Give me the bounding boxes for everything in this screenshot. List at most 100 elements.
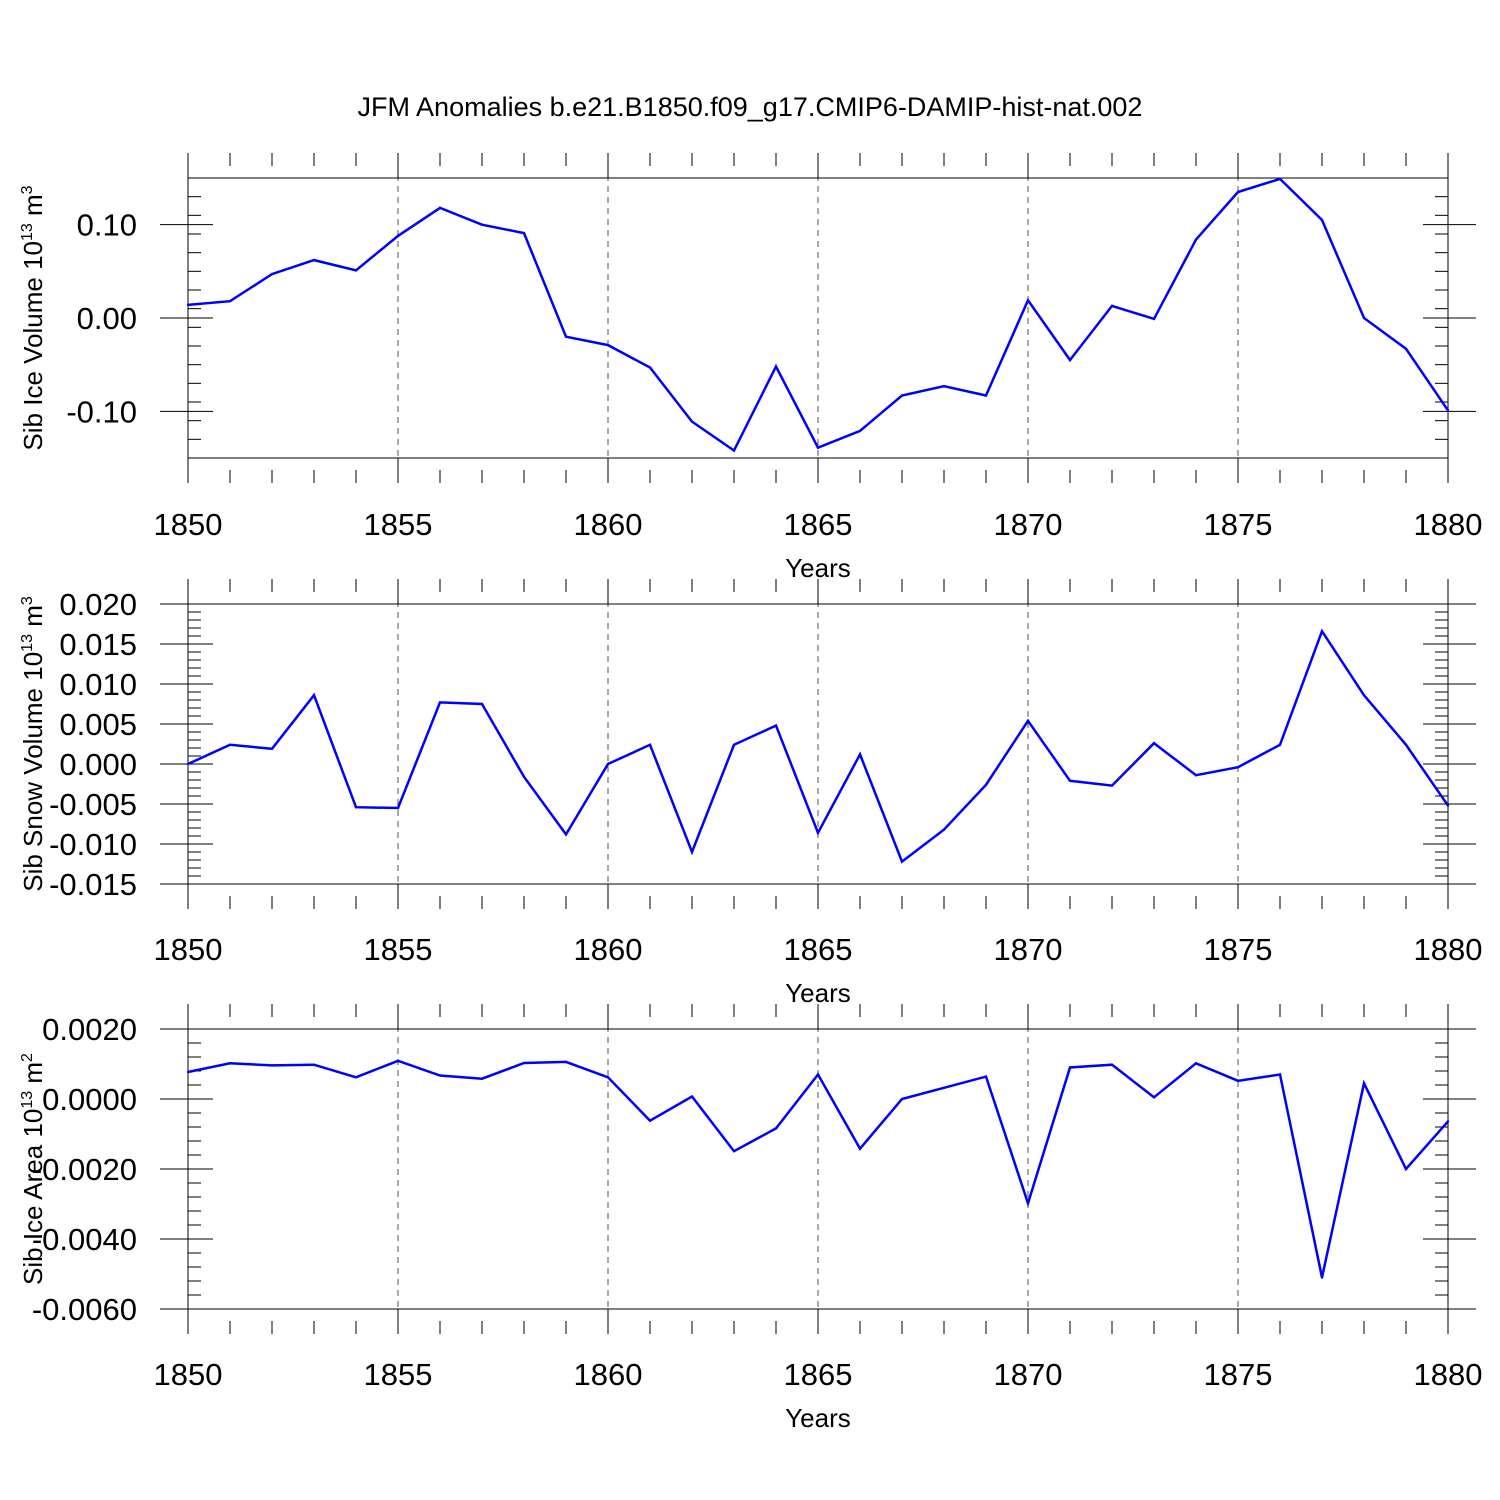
panel-3-data-point: [564, 1060, 568, 1064]
panel-2-data-point: [354, 806, 358, 809]
panel-3-data-point: [774, 1127, 778, 1130]
panel-2-data-point: [1362, 694, 1366, 697]
panel-3-data-point: [1152, 1096, 1156, 1099]
panel-3-ytick-label: -0.0060: [32, 1292, 137, 1327]
panel-1-data-point: [1236, 190, 1240, 194]
panel-1-data-point: [648, 366, 652, 369]
panel-3-data-point: [312, 1063, 316, 1066]
panel-3-data-point: [648, 1119, 652, 1122]
panel-3-data-point: [732, 1149, 736, 1153]
panel-1-data-point: [312, 258, 316, 262]
panel-2-ylabel-unit: m: [18, 605, 48, 634]
panel-2-ytick-label: 0.015: [59, 627, 137, 662]
panel-1-data-point: [1446, 409, 1450, 412]
panel-3-data-point: [270, 1064, 274, 1067]
panel-1-data-point: [690, 420, 694, 423]
panel-3-ylabel-text: Sib Ice Area 10: [18, 1109, 48, 1285]
panel-2-xtick-label: 1875: [1204, 932, 1273, 967]
panel-1-xtick-label: 1850: [154, 507, 223, 542]
panel-1-data-point: [1152, 317, 1156, 321]
panel-2-data-point: [1026, 719, 1030, 722]
panel-3-data-point: [228, 1062, 232, 1065]
panel-1-xtick-label: 1875: [1204, 507, 1273, 542]
panel-2-data-point: [438, 701, 442, 704]
panel-3-xtick-label: 1875: [1204, 1357, 1273, 1392]
panel-1-data-point: [858, 429, 862, 433]
panel-1-data-point: [270, 272, 274, 276]
panel-3-data-point: [1068, 1066, 1072, 1069]
panel-3-xtick-label: 1880: [1414, 1357, 1483, 1392]
panel-3-ylabel: Sib Ice Area 1013 m2: [18, 1053, 48, 1285]
panel-3-data-point: [480, 1077, 484, 1080]
panel-3-data-point: [1110, 1063, 1114, 1066]
panels: 1850 1855 1860 1865 1870 1875 1880 Years 0.10 0.0…: [18, 153, 1482, 1433]
panel-3-ytick-label: -0.0040: [32, 1222, 137, 1257]
panel-1-data-point: [1404, 347, 1408, 350]
panel-3-data-point: [816, 1073, 820, 1076]
panel-3-data-point: [1026, 1202, 1030, 1205]
panel-3-data-point: [1194, 1062, 1198, 1065]
panel-1-data-point: [354, 269, 358, 272]
panel-2-xtick-label: 1870: [994, 932, 1063, 967]
panel-1-data-point: [1320, 218, 1324, 222]
panel-1-xtick-label: 1860: [574, 507, 643, 542]
panel-3-ylabel-exp: 13: [19, 1091, 36, 1109]
panel-2-ylabel-text: Sib Snow Volume 10: [18, 652, 48, 892]
panel-1-data-point: [984, 394, 988, 397]
panel-2-data-point: [522, 775, 526, 778]
panel-1-ytick-label: -0.10: [66, 394, 137, 429]
panel-2-ytick-label: 0.005: [59, 707, 137, 742]
panel-2-data-point: [1446, 804, 1450, 807]
panel-3-data-point: [690, 1095, 694, 1098]
panel-2-ytick-label: 0.020: [59, 587, 137, 622]
panel-3-ylabel-unit: m: [18, 1062, 48, 1091]
panel-3-data-point: [1446, 1120, 1450, 1123]
panel-3-data-point: [900, 1097, 904, 1101]
panel-1-ytick-label: 0.00: [77, 301, 137, 336]
panel-1-xtick-label: 1865: [784, 507, 853, 542]
panel-1-data-point: [1194, 238, 1198, 241]
panel-2-data-point: [1110, 784, 1114, 787]
panel-2-data-point: [690, 850, 694, 854]
panel-1-xlabel: Years: [785, 553, 851, 583]
panel-3: 1850 1855 1860 1865 1870 1875 1880 Years 0.0020 0…: [18, 1004, 1482, 1433]
panel-1-data-point: [438, 206, 442, 210]
panel-2-data-point: [564, 833, 568, 836]
panel-3-data-point: [354, 1076, 358, 1079]
panel-1-data-point: [816, 446, 820, 449]
panel-2-xtick-label: 1850: [154, 932, 223, 967]
panel-3-data-point: [438, 1074, 442, 1077]
panel-1-ylabel-unit-exp: 3: [19, 185, 36, 194]
panel-2-data-point: [1068, 779, 1072, 782]
panel-1-data-point: [396, 234, 400, 238]
panel-1-data-point: [732, 449, 736, 452]
panel-3-ylabel-unit-exp: 2: [19, 1053, 36, 1062]
panel-2-ytick-label: -0.010: [49, 827, 137, 862]
panel-2-ylabel: Sib Snow Volume 1013 m3: [18, 596, 48, 892]
panel-3-ytick-label: 0.0000: [42, 1082, 137, 1117]
panel-1-data-point: [1362, 316, 1366, 320]
panel-1-ylabel: Sib Ice Volume 1013 m3: [18, 185, 48, 450]
panel-2-data-point: [1152, 742, 1156, 745]
panel-2-ytick-label: -0.005: [49, 787, 137, 822]
panel-2-data-point: [1320, 630, 1324, 633]
panel-1-xtick-label: 1855: [364, 507, 433, 542]
panel-1: 1850 1855 1860 1865 1870 1875 1880 Years 0.10 0.0…: [18, 153, 1482, 583]
panel-2-data-point: [228, 743, 232, 746]
panel-2-data-point: [1404, 743, 1408, 746]
panel-2-ytick-label: 0.000: [59, 747, 137, 782]
panel-2-data-point: [732, 743, 736, 746]
panel-2-xtick-label: 1855: [364, 932, 433, 967]
panel-1-data-point: [900, 394, 904, 397]
panel-3-data-point: [396, 1059, 400, 1063]
panel-1-data-point: [606, 343, 610, 347]
panel-1-data-point: [774, 365, 778, 368]
panel-3-data-point: [1320, 1276, 1324, 1279]
panel-1-data-point: [1278, 177, 1282, 181]
panel-2-ytick-label: -0.015: [49, 867, 137, 902]
panel-3-data-point: [1236, 1079, 1240, 1083]
panel-3-xtick-label: 1850: [154, 1357, 223, 1392]
panel-1-data-point: [228, 300, 232, 303]
panel-2-data-point: [942, 828, 946, 831]
panel-2-xtick-label: 1880: [1414, 932, 1483, 967]
